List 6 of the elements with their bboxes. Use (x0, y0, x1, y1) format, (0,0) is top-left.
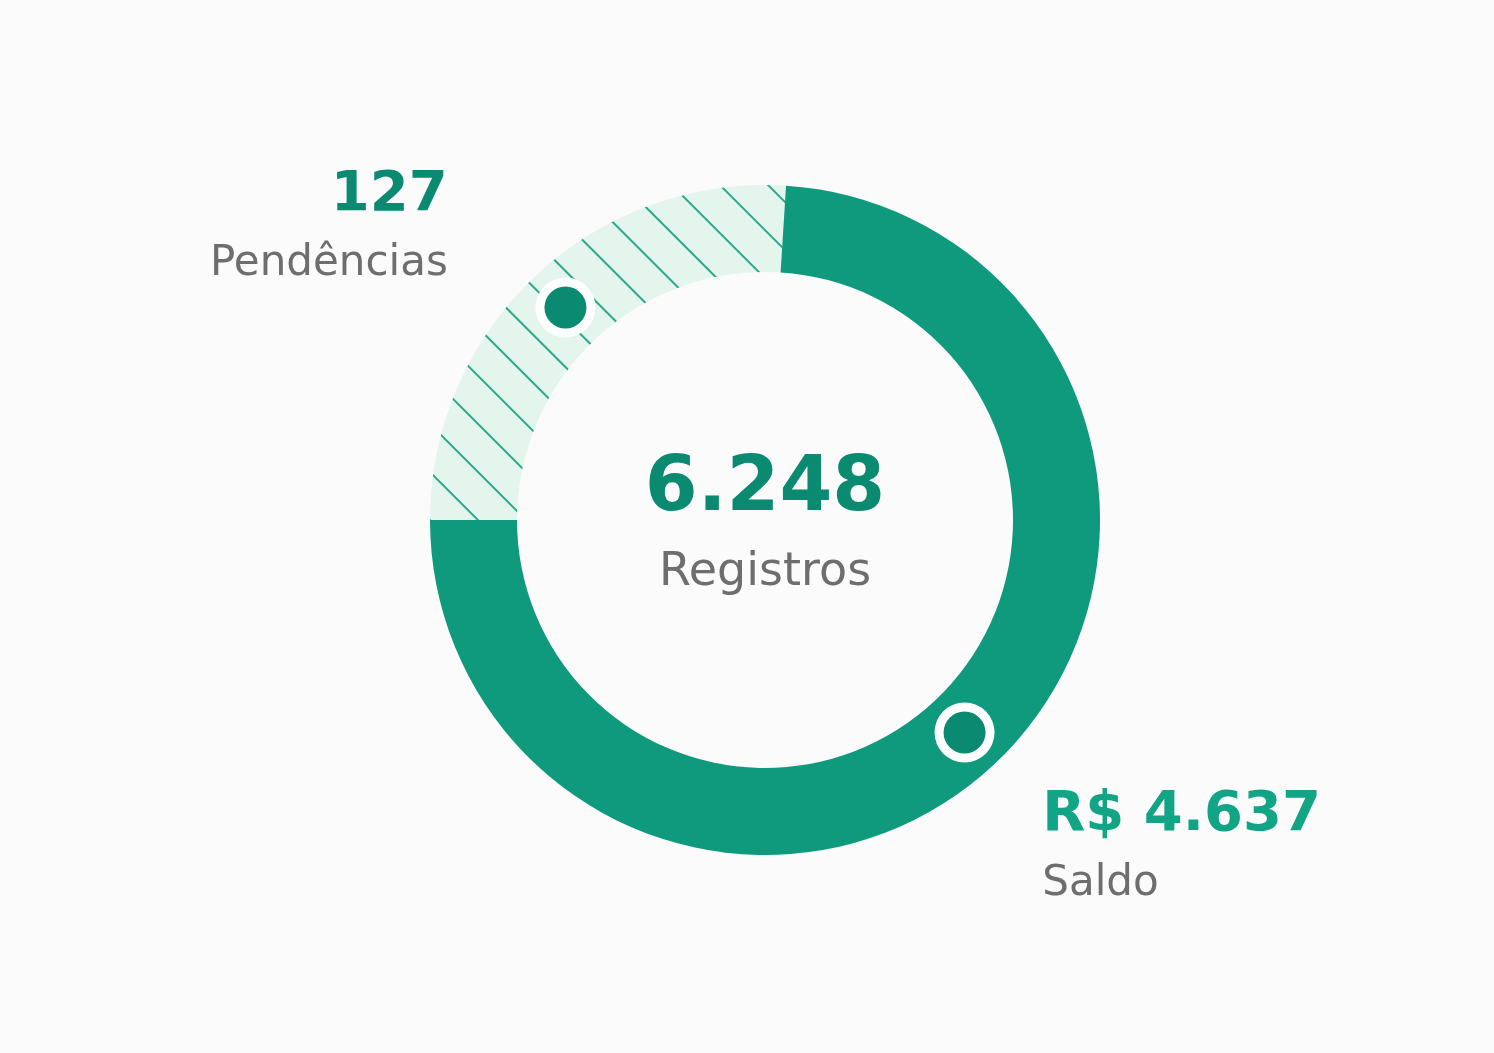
slice-label: Saldo (1042, 855, 1159, 905)
text: Registros (658, 542, 872, 596)
text: 127 (330, 158, 448, 224)
slice-label: Pendências (209, 236, 448, 286)
text: 6.248 (644, 439, 886, 528)
text: R$ 4.637 (1042, 777, 1321, 843)
